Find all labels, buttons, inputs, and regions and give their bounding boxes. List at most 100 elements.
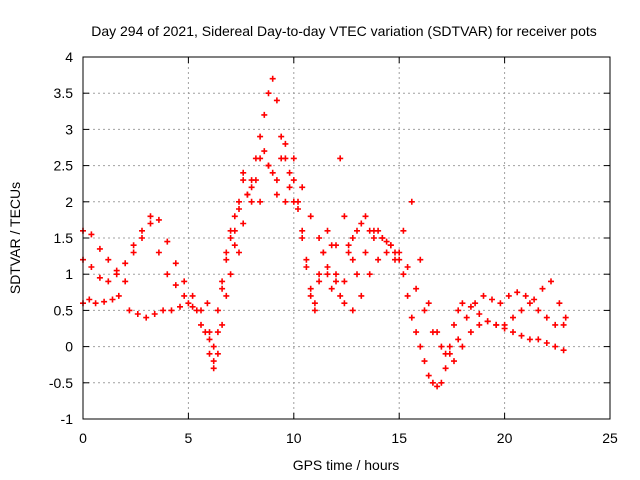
- data-point: [375, 256, 382, 263]
- data-point: [139, 227, 145, 234]
- data-point: [311, 307, 318, 314]
- data-point: [261, 111, 268, 118]
- data-point: [341, 213, 348, 220]
- data-point: [219, 278, 226, 285]
- data-point: [240, 169, 247, 176]
- data-point: [185, 300, 192, 307]
- data-point: [223, 256, 230, 263]
- data-point: [219, 285, 226, 292]
- x-tick-label: 15: [391, 430, 407, 446]
- data-point: [227, 271, 234, 278]
- data-point: [96, 245, 103, 252]
- data-point: [88, 231, 95, 238]
- data-point: [434, 329, 441, 336]
- data-point: [307, 285, 314, 292]
- series-track-c: [80, 155, 567, 372]
- data-point: [370, 235, 377, 241]
- data-point: [151, 311, 158, 317]
- data-point: [341, 300, 348, 307]
- data-point: [122, 278, 129, 285]
- data-point: [273, 177, 280, 184]
- data-point: [413, 285, 420, 292]
- data-point: [214, 329, 221, 336]
- data-point: [223, 292, 230, 299]
- data-points: [80, 75, 569, 390]
- data-point: [273, 97, 280, 104]
- chart-title: Day 294 of 2021, Sidereal Day-to-day VTE…: [91, 23, 597, 39]
- data-point: [562, 314, 569, 321]
- y-axis-ticks: -1 -0.5 0 0.5 1 1.5 2 2.5 3 3.5 4: [49, 49, 610, 427]
- data-point: [105, 278, 112, 285]
- y-tick-label: 4: [65, 49, 73, 65]
- data-point: [113, 271, 120, 278]
- data-point: [349, 307, 356, 314]
- y-tick-label: 2.5: [54, 158, 74, 174]
- data-point: [164, 238, 171, 245]
- data-point: [446, 343, 453, 350]
- data-point: [214, 350, 221, 357]
- data-point: [349, 235, 356, 241]
- data-point: [227, 227, 234, 234]
- data-point: [269, 75, 276, 82]
- data-point: [227, 235, 234, 241]
- data-point: [147, 213, 154, 220]
- data-point: [480, 292, 487, 299]
- data-point: [307, 292, 314, 299]
- data-point: [333, 278, 339, 285]
- data-point: [316, 278, 323, 285]
- data-point: [115, 292, 122, 299]
- data-point: [349, 256, 356, 263]
- data-point: [168, 307, 175, 314]
- data-point: [290, 177, 297, 184]
- data-point: [160, 307, 167, 314]
- data-point: [518, 332, 525, 339]
- data-point: [273, 191, 280, 198]
- data-point: [392, 256, 398, 263]
- data-point: [358, 292, 365, 299]
- data-point: [223, 249, 230, 256]
- y-tick-label: 0.5: [54, 302, 74, 318]
- data-point: [307, 213, 314, 220]
- data-point: [261, 148, 268, 155]
- data-point: [88, 264, 95, 270]
- y-tick-label: -0.5: [49, 375, 73, 391]
- data-point: [354, 271, 360, 278]
- data-point: [316, 235, 323, 241]
- data-point: [92, 300, 99, 307]
- data-point: [442, 365, 449, 372]
- y-tick-label: 1: [65, 266, 73, 282]
- data-point: [286, 169, 293, 176]
- data-point: [476, 321, 483, 328]
- data-point: [484, 318, 491, 325]
- data-point: [333, 242, 339, 249]
- data-point: [278, 155, 285, 162]
- data-point: [122, 260, 129, 267]
- data-point: [451, 358, 457, 365]
- data-point: [130, 249, 137, 256]
- data-point: [278, 133, 285, 140]
- data-point: [311, 300, 318, 307]
- data-point: [341, 278, 348, 285]
- data-point: [362, 213, 369, 220]
- data-point: [526, 336, 533, 343]
- data-point: [451, 321, 457, 328]
- data-point: [548, 278, 554, 285]
- data-point: [421, 358, 428, 365]
- data-point: [316, 271, 323, 278]
- data-point: [400, 227, 407, 234]
- data-point: [370, 227, 377, 234]
- y-tick-label: 3.5: [54, 85, 74, 101]
- data-point: [362, 249, 369, 256]
- data-point: [467, 303, 474, 310]
- data-point: [434, 383, 441, 390]
- data-point: [126, 307, 133, 314]
- data-point: [248, 198, 255, 205]
- data-point: [383, 249, 390, 256]
- data-point: [202, 329, 209, 336]
- data-point: [417, 256, 424, 263]
- data-point: [236, 249, 242, 256]
- data-point: [282, 140, 289, 147]
- data-point: [505, 292, 512, 299]
- data-point: [252, 177, 259, 184]
- data-point: [455, 307, 462, 314]
